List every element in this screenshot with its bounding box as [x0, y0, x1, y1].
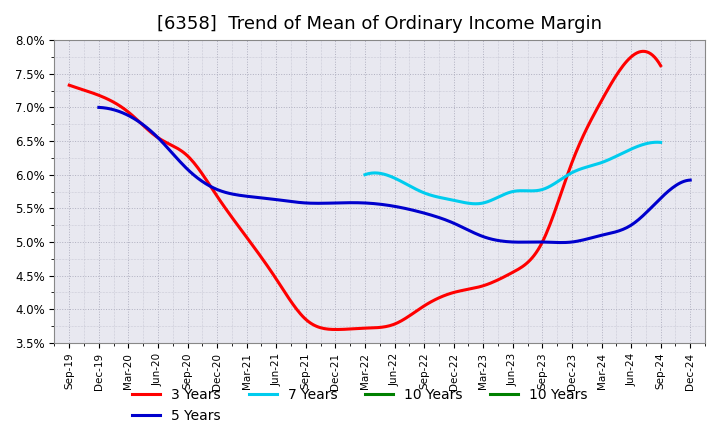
Line: 3 Years: 3 Years [69, 51, 661, 330]
7 Years [361, 172, 370, 177]
7 Years [652, 139, 661, 145]
3 Years [565, 166, 574, 171]
Line: 5 Years: 5 Years [99, 107, 690, 242]
5 Years [632, 218, 641, 224]
3 Years [657, 63, 665, 68]
7 Years [361, 172, 369, 177]
3 Years [419, 304, 428, 309]
3 Years [417, 305, 426, 310]
3 Years [429, 298, 438, 303]
3 Years [332, 327, 341, 332]
7 Years [543, 185, 552, 191]
Title: [6358]  Trend of Mean of Ordinary Income Margin: [6358] Trend of Mean of Ordinary Income … [157, 15, 602, 33]
3 Years [67, 83, 76, 88]
5 Years [96, 105, 105, 110]
3 Years [639, 49, 647, 54]
7 Years [629, 145, 638, 150]
7 Years [538, 187, 546, 192]
5 Years [446, 219, 455, 224]
Line: 7 Years: 7 Years [365, 142, 661, 204]
5 Years [94, 105, 103, 110]
5 Years [444, 219, 453, 224]
7 Years [536, 187, 545, 193]
7 Years [657, 140, 665, 145]
7 Years [611, 154, 619, 159]
3 Years [65, 83, 73, 88]
5 Years [686, 177, 695, 183]
7 Years [472, 201, 480, 206]
5 Years [595, 233, 603, 238]
5 Years [456, 224, 465, 229]
5 Years [557, 240, 566, 245]
3 Years [603, 88, 611, 93]
Legend: 3 Years, 5 Years, 7 Years, 10 Years, 10 Years: 3 Years, 5 Years, 7 Years, 10 Years, 10 … [127, 383, 593, 429]
